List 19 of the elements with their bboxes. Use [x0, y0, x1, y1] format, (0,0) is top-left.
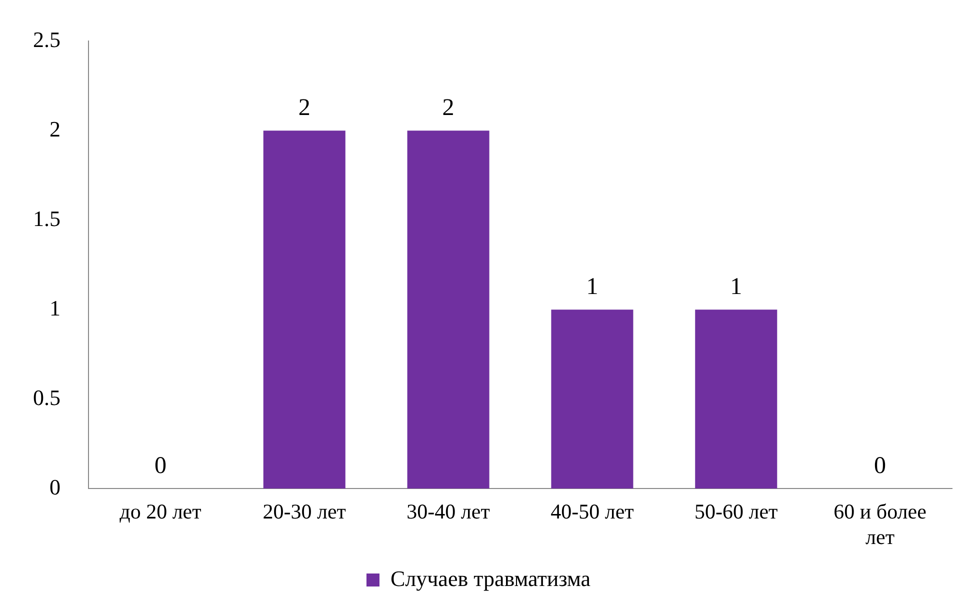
x-tick-label: 20-30 лет — [262, 500, 346, 524]
x-tick-label: 60 и более лет — [834, 500, 926, 549]
y-tick-label: 0.5 — [33, 384, 60, 410]
legend-label: Случаев травматизма — [390, 566, 591, 591]
y-tick-label: 2 — [50, 116, 60, 142]
x-tick-label: до 20 лет — [120, 500, 202, 524]
y-tick-label: 0 — [50, 474, 60, 500]
y-tick-label: 1.5 — [33, 206, 60, 231]
data-label: 1 — [586, 274, 598, 300]
x-tick-label: 40-50 лет — [550, 500, 634, 524]
data-label: 2 — [442, 94, 454, 121]
y-tick-label: 2.5 — [33, 26, 60, 52]
x-tick-label: 30-40 лет — [406, 500, 490, 524]
x-tick-label: 50-60 лет — [694, 500, 778, 524]
data-label: 0 — [154, 452, 166, 479]
data-label: 2 — [298, 94, 310, 121]
data-label: 1 — [730, 274, 742, 300]
data-label: 0 — [874, 452, 886, 479]
y-tick-label: 1 — [50, 295, 60, 320]
